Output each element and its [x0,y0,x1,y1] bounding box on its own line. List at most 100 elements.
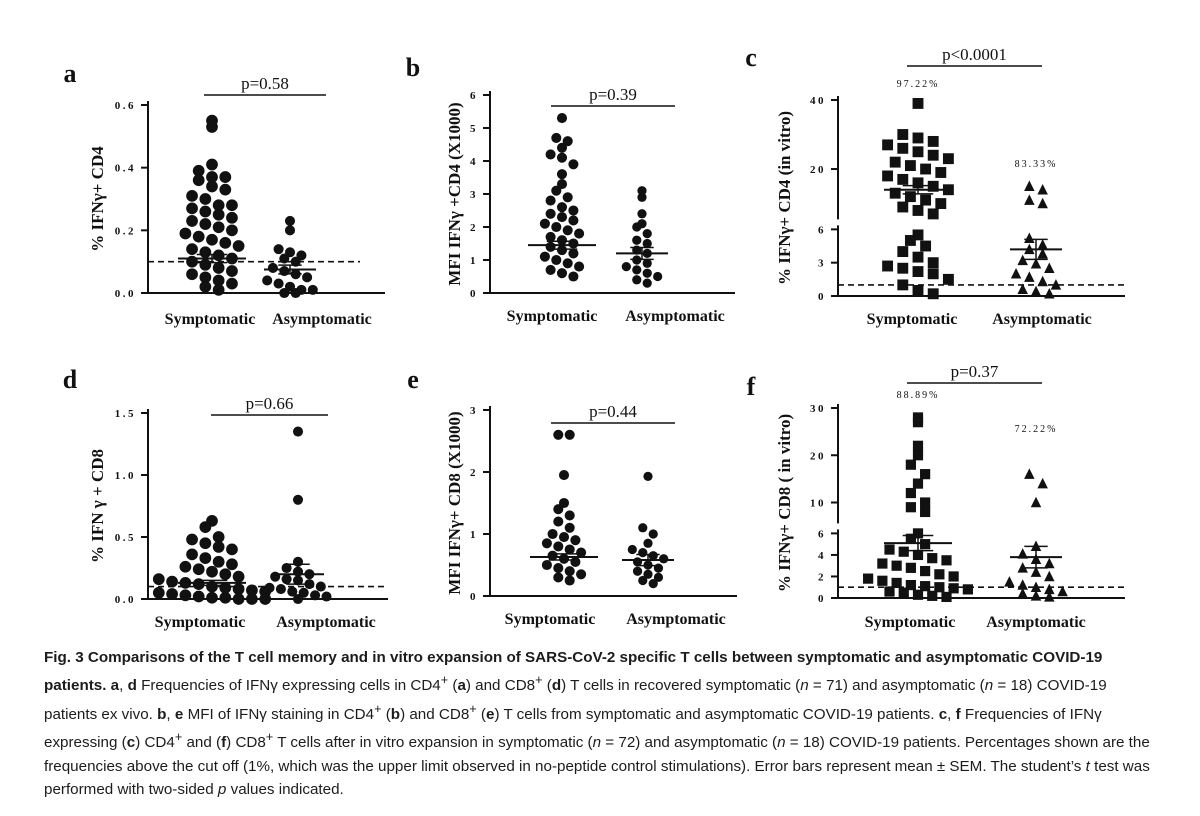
data-point-symptomatic [199,552,212,564]
data-point-symptomatic [564,575,575,586]
data-point-symptomatic [897,262,909,274]
category-label-symptomatic: Symptomatic [155,614,246,631]
data-point-asymptomatic [653,563,664,573]
category-label-asymptomatic: Asymptomatic [626,611,726,628]
data-point-asymptomatic [627,544,637,555]
data-point-symptomatic [882,139,894,151]
data-point-asymptomatic [1017,548,1028,559]
data-point-symptomatic [192,230,205,243]
data-point-symptomatic [568,215,579,226]
p-value: p=0.39 [589,85,637,104]
data-point-asymptomatic [267,262,278,273]
panel-letter: e [407,365,419,394]
data-point-symptomatic [206,158,218,171]
y-tick-label: 3 [470,405,478,417]
data-point-symptomatic [232,583,245,595]
y-axis-label: MFI IFNγ +CD4 (X1000) [445,102,464,285]
data-point-symptomatic [556,152,568,163]
data-point-asymptomatic [642,238,652,249]
data-point-symptomatic [897,142,909,154]
data-point-symptomatic [206,565,218,578]
data-point-asymptomatic [315,581,326,592]
y-tick-label: 30 [810,403,826,415]
data-point-symptomatic [912,440,924,451]
data-point-symptomatic [920,240,932,252]
data-point-symptomatic [568,205,579,216]
panel-b: b 0 1 2 3 4 5 6 MFI IFNγ +CD4 (X1000) Symptomatic… [406,53,735,325]
data-point-symptomatic [556,235,568,246]
y-tick-label: 4 [818,550,826,562]
data-point-asymptomatic [1030,285,1042,297]
data-point-symptomatic [948,571,959,582]
panel-d: d 0.0 0.5 1.0 1.5 % IFN γ + CD8 Symptomatic Asy… [63,365,388,631]
data-point-asymptomatic [1037,239,1048,250]
data-point-symptomatic [556,142,568,153]
percent-label-symptomatic: 88.89% [897,390,940,401]
data-point-asymptomatic [648,578,658,589]
data-point-symptomatic [564,429,575,440]
data-point-symptomatic [905,533,916,544]
data-point-symptomatic [558,470,570,481]
data-point-symptomatic [912,251,924,263]
data-point-symptomatic [897,279,909,291]
data-point-asymptomatic [642,278,652,288]
data-point-symptomatic [962,584,973,595]
data-point-symptomatic [206,171,218,183]
data-point-symptomatic [232,240,245,252]
data-point-symptomatic [199,246,212,259]
data-point-asymptomatic [1044,557,1055,569]
data-point-asymptomatic [310,590,321,601]
data-point-asymptomatic [1024,180,1035,192]
data-point-symptomatic [912,589,924,600]
data-point-symptomatic [219,591,232,604]
data-point-symptomatic [186,215,198,227]
data-point-symptomatic [558,532,570,543]
data-point-asymptomatic [632,265,642,275]
data-point-asymptomatic [1004,576,1015,587]
percent-label-asymptomatic: 83.33% [1015,159,1058,170]
data-point-symptomatic [570,556,581,567]
data-point-symptomatic [912,177,924,189]
data-point-symptomatic [206,121,218,133]
data-point-asymptomatic [1024,468,1035,479]
data-point-symptomatic [897,129,909,140]
data-point-asymptomatic [292,426,304,437]
figure-caption: Fig. 3 Comparisons of the T cell memory … [44,649,1150,799]
data-point-symptomatic [219,236,232,249]
y-axis-label: % IFNγ+ CD4 (in vitro) [775,111,794,285]
p-value: p=0.58 [241,74,289,93]
data-point-symptomatic [545,208,556,219]
data-point-symptomatic [927,149,939,161]
data-point-asymptomatic [1017,562,1028,573]
data-point-symptomatic [904,191,916,203]
data-point-symptomatic [199,280,212,293]
data-point-asymptomatic [648,529,658,539]
data-point-asymptomatic [1010,268,1022,279]
data-point-asymptomatic [273,278,284,289]
data-point-symptomatic [199,218,212,230]
data-point-symptomatic [562,192,573,203]
y-axis-label: % IFNγ+ CD4 [88,146,107,252]
data-point-symptomatic [226,543,238,556]
data-point-asymptomatic [281,562,292,574]
y-tick-label: 2 [470,467,478,479]
data-point-symptomatic [898,546,909,557]
data-point-asymptomatic [302,272,313,283]
data-point-symptomatic [246,584,258,597]
data-point-symptomatic [192,578,205,590]
data-point-symptomatic [556,169,568,180]
data-point-asymptomatic [279,253,290,264]
panel-e: e 0 1 2 3 MFI IFNγ+ CD8 (X1000) Symptomatic Asy… [407,365,737,628]
data-point-symptomatic [206,180,218,193]
data-point-symptomatic [152,573,165,586]
data-point-asymptomatic [642,268,652,278]
data-point-symptomatic [541,559,552,571]
data-point-asymptomatic [1017,254,1028,266]
data-point-symptomatic [897,201,909,213]
data-point-symptomatic [545,231,556,242]
data-point-symptomatic [920,565,931,577]
data-point-symptomatic [570,535,581,546]
data-point-symptomatic [246,593,258,605]
data-point-asymptomatic [1024,194,1035,205]
data-point-symptomatic [877,575,888,586]
